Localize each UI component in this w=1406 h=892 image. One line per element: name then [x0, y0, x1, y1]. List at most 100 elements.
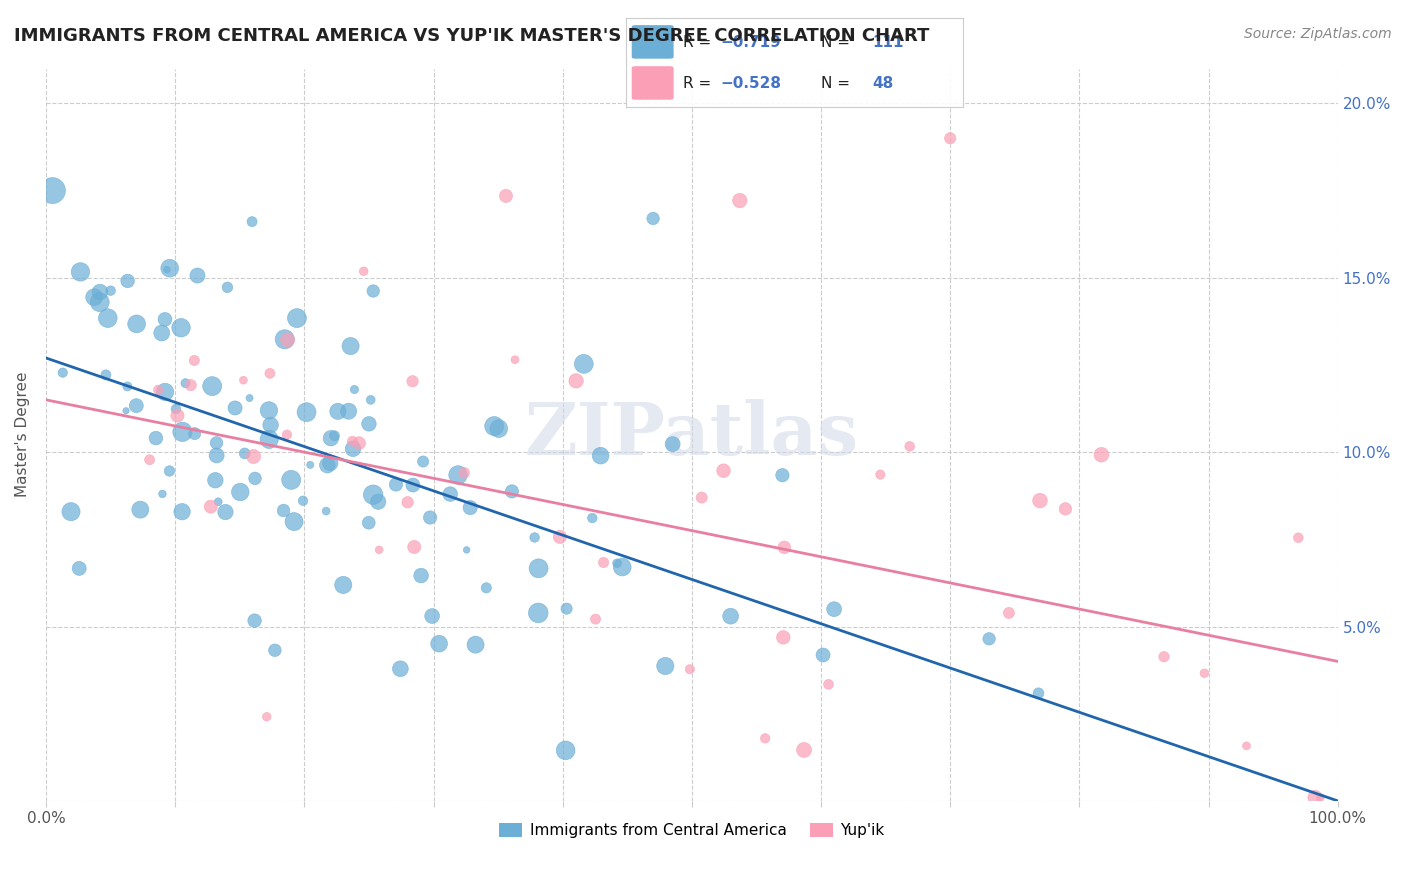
Point — [156, 262, 179, 277]
Point — [83, 290, 105, 304]
Point — [488, 421, 510, 435]
Point — [661, 437, 683, 451]
Point — [323, 429, 346, 443]
Point — [277, 333, 299, 347]
Point — [316, 458, 339, 472]
Point — [367, 494, 389, 508]
Point — [1054, 501, 1077, 516]
Point — [817, 677, 839, 691]
Legend: Immigrants from Central America, Yup'ik: Immigrants from Central America, Yup'ik — [494, 817, 890, 845]
Point — [773, 541, 796, 555]
Point — [332, 578, 354, 592]
Point — [1153, 649, 1175, 664]
Point — [869, 467, 891, 482]
Point — [276, 427, 298, 442]
Point — [565, 374, 588, 388]
Point — [150, 326, 173, 340]
Point — [67, 561, 90, 575]
Point — [939, 131, 962, 145]
Point — [242, 450, 264, 464]
Point — [411, 568, 433, 582]
Point — [256, 710, 278, 724]
Point — [89, 295, 111, 310]
Point — [125, 317, 148, 331]
Point — [728, 194, 751, 208]
Text: N =: N = — [821, 36, 855, 50]
Point — [503, 352, 526, 367]
Point — [412, 454, 434, 468]
Point — [439, 487, 461, 501]
Point — [283, 515, 305, 529]
Point — [1303, 790, 1326, 805]
Point — [811, 648, 834, 662]
Point — [240, 214, 263, 228]
Point — [170, 320, 193, 334]
Point — [606, 556, 628, 570]
Point — [592, 556, 614, 570]
Point — [793, 743, 815, 757]
Text: R =: R = — [683, 77, 716, 91]
Point — [238, 391, 260, 405]
Point — [458, 500, 481, 515]
Point — [343, 383, 366, 397]
Point — [368, 542, 391, 557]
Point — [205, 436, 228, 450]
Point — [207, 495, 229, 509]
Text: N =: N = — [821, 77, 855, 91]
Point — [1090, 448, 1112, 462]
Point — [159, 464, 181, 478]
Point — [589, 449, 612, 463]
Point — [447, 467, 470, 482]
Point — [115, 404, 138, 418]
Point — [214, 505, 236, 519]
Point — [385, 477, 408, 491]
Point — [224, 401, 246, 415]
Text: −0.528: −0.528 — [720, 77, 782, 91]
Point — [257, 403, 280, 417]
Point — [100, 284, 122, 298]
Point — [264, 643, 287, 657]
Point — [41, 184, 63, 198]
Point — [484, 419, 506, 434]
Point — [153, 312, 176, 326]
Point — [464, 638, 486, 652]
Point — [319, 456, 342, 470]
Point — [404, 540, 426, 554]
Point — [145, 431, 167, 445]
Point — [232, 373, 254, 387]
Point — [166, 409, 188, 423]
Point — [243, 471, 266, 485]
Point — [527, 606, 550, 620]
Point — [217, 280, 239, 294]
Point — [690, 491, 713, 505]
Point — [152, 487, 174, 501]
Point — [772, 631, 794, 645]
Point — [153, 384, 176, 399]
Point — [419, 510, 441, 524]
Point — [572, 357, 595, 371]
Point — [52, 366, 75, 380]
Point — [389, 662, 412, 676]
Point — [186, 268, 208, 283]
Point — [495, 189, 517, 203]
Point — [770, 468, 793, 483]
Point — [977, 632, 1000, 646]
Point — [1236, 739, 1258, 753]
Point — [89, 285, 111, 299]
Text: IMMIGRANTS FROM CENTRAL AMERICA VS YUP'IK MASTER'S DEGREE CORRELATION CHART: IMMIGRANTS FROM CENTRAL AMERICA VS YUP'I… — [14, 27, 929, 45]
Point — [259, 417, 281, 432]
Point — [117, 379, 139, 393]
Point — [273, 503, 295, 517]
FancyBboxPatch shape — [633, 26, 673, 58]
Point — [1286, 531, 1309, 545]
Point — [555, 601, 578, 615]
Point — [357, 417, 380, 431]
Point — [342, 434, 364, 449]
Point — [898, 439, 921, 453]
Point — [1028, 686, 1050, 700]
Point — [342, 442, 364, 456]
Point — [654, 659, 676, 673]
Point — [243, 614, 266, 628]
Point — [353, 264, 375, 278]
Point — [204, 473, 226, 487]
